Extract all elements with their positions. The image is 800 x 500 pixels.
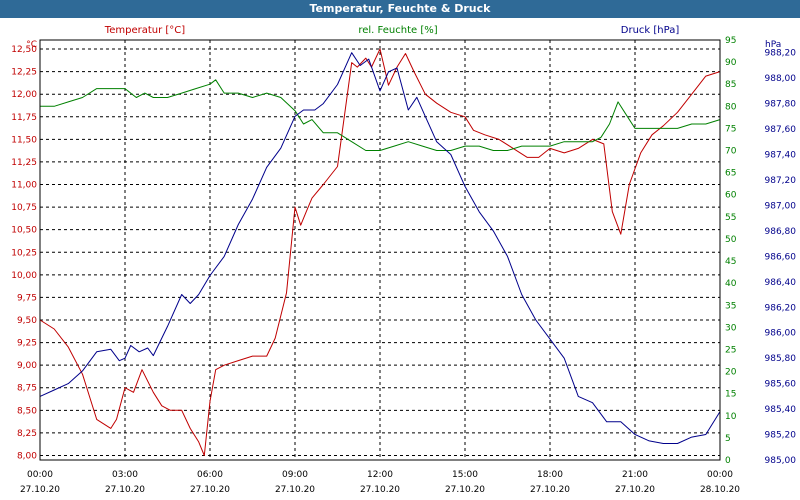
temperature-tick-label: 8,75 [17,384,37,394]
pressure-tick-label: 988,20 [765,49,797,59]
temperature-tick-label: 10,75 [11,203,37,213]
humidity-tick-label: 25 [725,345,736,355]
temperature-tick-label: 9,50 [17,316,37,326]
temperature-tick-label: 11,00 [11,181,37,191]
series-line-humidity [40,79,721,151]
pressure-tick-label: 985,40 [765,405,797,415]
x-tick-label-time: 06:00 [197,470,223,480]
humidity-tick-label: 95 [725,36,736,46]
humidity-tick-label: 35 [725,301,736,311]
x-tick-label-date: 27.10.20 [530,485,570,495]
x-tick-label-time: 03:00 [112,470,138,480]
humidity-axis-label: rel. Feuchte [%] [358,25,437,36]
humidity-tick-label: 10 [725,412,737,422]
x-tick-label-time: 00:00 [707,470,733,480]
pressure-tick-label: 985,20 [765,431,797,441]
pressure-axis-label: Druck [hPa] [621,25,680,36]
x-tick-label-date: 27.10.20 [360,485,400,495]
humidity-tick-label: 5 [725,434,731,444]
pressure-tick-label: 986,80 [765,227,797,237]
humidity-tick-label: 65 [725,169,736,179]
temperature-tick-label: 12,25 [11,68,37,78]
x-tick-label-date: 27.10.20 [105,485,145,495]
pressure-tick-label: 987,80 [765,100,797,110]
pressure-tick-label: 985,00 [765,456,797,466]
pressure-tick-label: 985,80 [765,354,797,364]
x-tick-label-date: 27.10.20 [190,485,230,495]
pressure-tick-label: 985,60 [765,380,797,390]
humidity-tick-label: 55 [725,213,736,223]
humidity-tick-label: 75 [725,124,736,134]
series-line-temperature [39,48,721,456]
plot-frame [39,39,721,461]
pressure-tick-label: 986,20 [765,303,797,313]
humidity-tick-label: 90 [725,58,737,68]
temperature-tick-label: 12,50 [11,45,37,55]
x-tick-label-date: 28.10.20 [700,485,740,495]
temperature-tick-label: 9,25 [17,339,37,349]
x-tick-label-date: 27.10.20 [445,485,485,495]
axes: 00:00 27.10.20 03:00 27.10.20 06:00 27.10.20 0… [11,25,796,495]
temperature-tick-label: 11,75 [11,113,37,123]
humidity-tick-label: 70 [725,147,737,157]
humidity-tick-label: 60 [725,191,737,201]
series-layer [39,48,721,456]
series-line-pressure [39,52,721,444]
x-tick-label-time: 18:00 [537,470,563,480]
humidity-tick-label: 45 [725,257,736,267]
grid [40,40,720,460]
x-tick-label-date: 27.10.20 [275,485,315,495]
chart-title: Temperatur, Feuchte & Druck [0,0,800,18]
temperature-axis-label: Temperatur [°C] [104,25,185,36]
x-tick-label-time: 09:00 [282,470,308,480]
x-tick-label-time: 00:00 [27,470,53,480]
x-tick-label-time: 12:00 [367,470,393,480]
humidity-tick-label: 40 [725,279,737,289]
pressure-tick-label: 987,60 [765,125,797,135]
temperature-tick-label: 8,50 [17,406,37,416]
temperature-tick-label: 11,50 [11,135,37,145]
pressure-tick-label: 987,00 [765,201,797,211]
humidity-tick-label: 80 [725,102,737,112]
temperature-tick-label: 10,00 [11,271,37,281]
temperature-tick-label: 9,75 [17,293,37,303]
temperature-tick-label: 12,00 [11,90,37,100]
pressure-tick-label: 988,00 [765,74,797,84]
x-tick-label-time: 21:00 [622,470,648,480]
temperature-tick-label: 10,25 [11,248,37,258]
temperature-unit: °C [26,40,37,50]
temperature-tick-label: 10,50 [11,226,37,236]
humidity-tick-label: 0 [725,456,731,466]
temperature-tick-label: 8,25 [17,429,37,439]
x-tick-label-time: 15:00 [452,470,478,480]
x-tick-label-date: 27.10.20 [20,485,60,495]
pressure-unit: hPa [765,40,781,50]
humidity-tick-label: 15 [725,390,736,400]
humidity-tick-label: 85 [725,80,736,90]
pressure-tick-label: 986,40 [765,278,797,288]
temperature-tick-label: 11,25 [11,158,37,168]
pressure-tick-label: 987,20 [765,176,797,186]
humidity-tick-label: 20 [725,368,737,378]
humidity-tick-label: 30 [725,323,737,333]
temperature-tick-label: 8,00 [17,451,37,461]
temperature-tick-label: 9,00 [17,361,37,371]
pressure-tick-label: 986,00 [765,329,797,339]
humidity-tick-label: 50 [725,235,737,245]
x-tick-label-date: 27.10.20 [615,485,655,495]
pressure-tick-label: 986,60 [765,252,797,262]
pressure-tick-label: 987,40 [765,151,797,161]
